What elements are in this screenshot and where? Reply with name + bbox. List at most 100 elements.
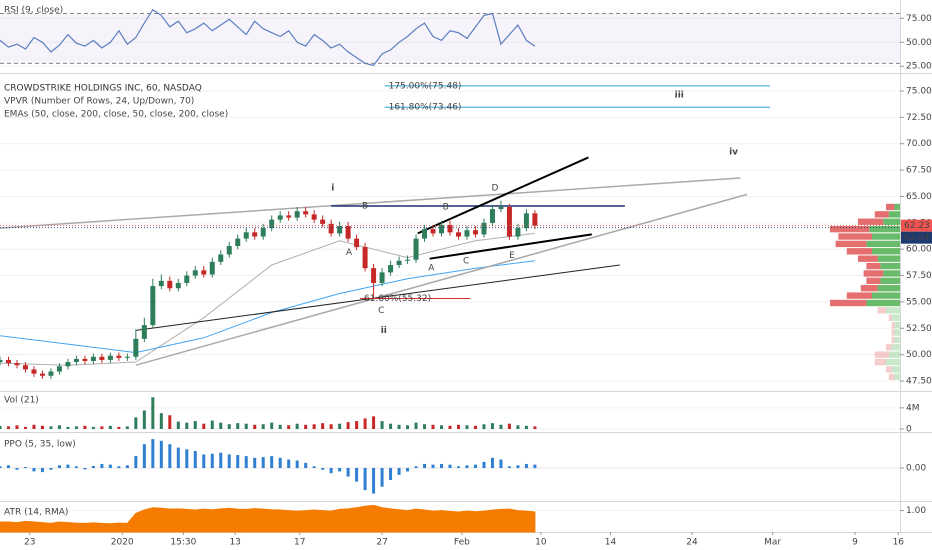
candle-body [515,228,521,237]
ppo-bar [397,468,401,475]
ppo-bar [244,456,248,469]
indicator-title: ATR (14, RMA) [4,508,68,518]
candle-body [311,214,317,220]
volume-bar [278,424,282,429]
volume-bar [499,424,503,429]
candle-body [22,365,28,370]
volume-bar [236,423,240,429]
wave-label: A [346,248,353,258]
candle-body [31,369,37,374]
volume-bar [185,422,189,429]
ppo-bar [0,466,2,469]
ppo-bar [414,466,418,469]
ppo-bar [168,444,172,469]
vpvr-up [894,373,900,381]
ppo-bar [49,468,53,470]
volume-bar [32,424,36,429]
candle-body [489,209,495,223]
wave-label: A [428,264,435,274]
x-tick-label: Feb [454,538,470,548]
ppo-bar [108,464,112,469]
ppo-bar [456,466,460,469]
ppo-bar [423,463,427,469]
ppo-bar [100,463,104,469]
vpvr-down [858,255,878,262]
vpvr-up [880,277,900,285]
volume-bar [91,426,95,429]
volume-bar [117,426,121,429]
ppo-bar [431,464,435,469]
volume-bar [355,421,359,429]
vpvr-up [866,240,900,248]
ppo-bar [499,459,503,469]
ppo-bar [6,465,10,469]
candle-body [472,230,478,235]
vpvr-down [835,240,867,248]
candle-body [430,229,436,234]
ppo-bar [117,466,121,469]
ppo-bar [185,449,189,469]
ppo-bar [142,444,146,469]
volume-bar [6,426,10,429]
vpvr-down [838,233,872,240]
volume-bar [406,425,410,429]
vpvr-up [869,225,900,233]
y-tick-label: 60.00 [906,245,932,255]
indicator-title: PPO (5, 35, low) [4,440,76,450]
volume-bar [244,423,248,429]
vpvr-up [880,262,900,270]
candle-body [235,238,241,247]
vpvr-down [891,321,895,329]
candle-body [56,366,62,372]
y-tick-label: 1.00 [906,506,926,516]
candle-body [48,371,54,376]
y-tick-label: 55.00 [906,297,932,307]
y-tick-label: 47.50 [906,377,932,387]
indicator-label: VPVR (Number Of Rows, 24, Up/Down, 70) [4,97,194,107]
x-tick-label: Mar [764,538,781,548]
candle-body [184,275,190,283]
candle-body [354,238,360,248]
volume-bar [176,421,180,429]
ppo-bar [125,465,129,469]
volume-bar [312,424,316,429]
ppo-bar [278,457,282,469]
candle-body [294,211,300,218]
candle-body [175,282,181,289]
candle-body [439,224,445,234]
volume-bar [159,413,163,429]
fib-label: 175.00%(75.48) [389,81,462,91]
vpvr-up [872,292,900,299]
volume-bar [440,425,444,429]
vpvr-up [883,270,900,277]
candle-body [226,246,232,255]
wave-label: E [509,251,515,261]
x-tick-label: 13 [229,538,240,548]
candle-body [65,362,71,367]
candle-body [90,356,96,361]
vpvr-up [888,211,900,218]
price-tag-label: 62.23 [904,221,930,231]
x-tick-label: 24 [686,538,698,548]
ppo-bar [253,457,257,469]
candle-body [345,225,351,239]
candle-body [506,206,512,237]
ppo-bar [91,465,95,469]
candle-body [141,325,147,339]
volume-bar [490,423,494,429]
price-tag-label: 62.04 [904,233,930,243]
candle-body [209,261,215,275]
candle-body [201,270,207,275]
volume-bar [66,426,70,429]
candle-body [158,280,164,287]
indicator-title: RSI (9, close) [4,6,63,16]
vpvr-up [886,358,900,366]
candle-body [413,238,419,260]
volume-bar [431,424,435,429]
candle-body [320,219,326,224]
vpvr-down [891,329,895,336]
ppo-bar [270,456,274,469]
x-tick-label: 2020 [111,538,134,548]
vpvr-down [886,203,895,211]
